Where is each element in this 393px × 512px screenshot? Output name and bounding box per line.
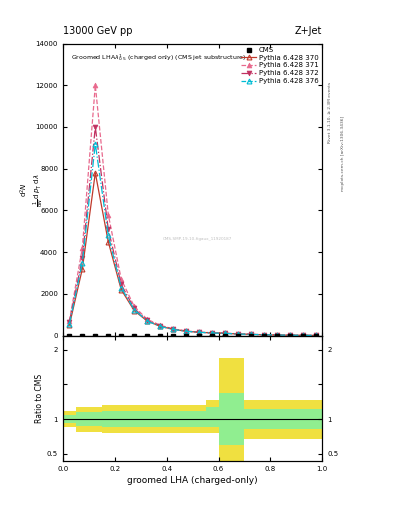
X-axis label: groomed LHA (charged-only): groomed LHA (charged-only) [127,476,258,485]
Text: mcplots.cern.ch [arXiv:1306.3436]: mcplots.cern.ch [arXiv:1306.3436] [341,116,345,191]
Y-axis label: $\mathrm{d}^2N$
$\frac{1}{\mathrm{d}N}\,\mathrm{d}\,p_\mathrm{T}\,\mathrm{d}\,\l: $\mathrm{d}^2N$ $\frac{1}{\mathrm{d}N}\,… [19,173,46,207]
Text: CMS-SMP-19-10-figaux_11920187: CMS-SMP-19-10-figaux_11920187 [163,237,232,241]
Y-axis label: Ratio to CMS: Ratio to CMS [35,374,44,423]
Text: Z+Jet: Z+Jet [295,26,322,36]
Text: 13000 GeV pp: 13000 GeV pp [63,26,132,36]
Legend: CMS, Pythia 6.428 370, Pythia 6.428 371, Pythia 6.428 372, Pythia 6.428 376: CMS, Pythia 6.428 370, Pythia 6.428 371,… [240,46,320,86]
Text: Rivet 3.1.10, ≥ 2.3M events: Rivet 3.1.10, ≥ 2.3M events [328,82,332,143]
Text: Groomed LHA$\lambda^{1}_{0.5}$ (charged only) (CMS jet substructure): Groomed LHA$\lambda^{1}_{0.5}$ (charged … [71,52,246,63]
